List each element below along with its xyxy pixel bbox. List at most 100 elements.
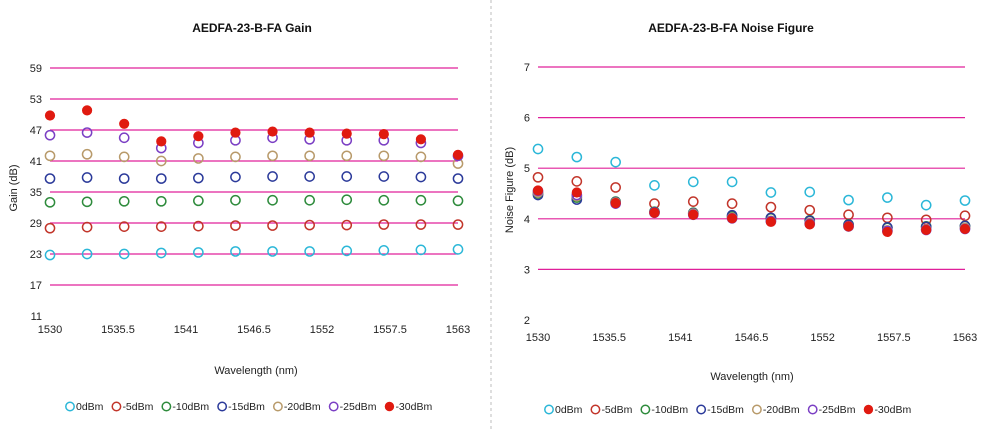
data-point xyxy=(882,212,893,224)
data-point xyxy=(155,173,167,184)
data-point xyxy=(415,171,427,183)
data-point xyxy=(452,195,464,207)
data-point xyxy=(304,150,315,162)
data-point xyxy=(687,196,699,207)
data-point xyxy=(378,171,390,182)
data-point xyxy=(843,194,854,206)
data-point xyxy=(44,110,56,121)
x-tick-label: 1557.5 xyxy=(877,332,911,344)
data-point xyxy=(920,199,932,211)
data-point xyxy=(304,127,315,138)
data-point xyxy=(341,150,353,162)
legend-marker xyxy=(863,404,874,415)
y-tick-label: 5 xyxy=(524,163,530,175)
data-point xyxy=(882,192,893,203)
y-tick-label: 47 xyxy=(30,125,42,137)
data-point xyxy=(804,186,816,198)
y-axis-label: Gain (dB) xyxy=(8,164,20,211)
x-tick-labels: 1530 1535.5 1541 1546.5 1552 1557.5 1563 xyxy=(526,332,977,344)
legend-marker xyxy=(328,401,339,412)
data-point xyxy=(415,194,427,206)
x-tick-label: 1557.5 xyxy=(373,324,407,336)
legend-marker xyxy=(807,404,818,415)
x-tick-label: 1541 xyxy=(174,324,198,336)
legend-marker xyxy=(590,404,601,415)
series-minus-25dbm xyxy=(532,185,971,237)
data-point xyxy=(415,134,427,145)
y-tick-label: 35 xyxy=(30,187,42,199)
x-tick-label: 1563 xyxy=(446,324,470,336)
data-point xyxy=(610,198,621,209)
data-point xyxy=(452,244,464,255)
data-point xyxy=(726,213,738,224)
data-point xyxy=(156,136,167,147)
data-point xyxy=(415,244,427,256)
y-tick-label: 4 xyxy=(524,214,530,226)
data-point xyxy=(193,153,204,164)
data-point xyxy=(81,127,93,138)
data-point xyxy=(193,172,204,184)
legend-label: -10dBm xyxy=(651,404,688,416)
legend: 0dBm -5dBm -10dBm -15dBm -20dBm -25dBm -30dBm xyxy=(544,404,911,416)
data-point xyxy=(44,173,56,184)
data-point xyxy=(155,155,167,167)
y-tick-label: 41 xyxy=(30,156,42,168)
data-point xyxy=(765,187,777,198)
noise-figure-chart-panel: AEDFA-23-B-FA Noise Figure Wavelength (n… xyxy=(504,21,977,416)
data-point xyxy=(532,143,544,155)
series-minus-10dbm xyxy=(44,194,464,208)
data-point xyxy=(230,246,241,257)
data-point xyxy=(341,171,353,182)
chart-title: AEDFA-23-B-FA Gain xyxy=(192,21,312,35)
data-point xyxy=(649,207,660,218)
data-point xyxy=(415,219,427,230)
data-point xyxy=(81,105,93,116)
data-point xyxy=(230,220,241,231)
y-tick-label: 53 xyxy=(30,94,42,106)
series-minus-25dbm xyxy=(44,127,464,162)
data-point xyxy=(452,173,464,184)
gridlines xyxy=(538,66,965,270)
data-point xyxy=(81,172,93,183)
data-point xyxy=(267,194,278,206)
x-tick-label: 1541 xyxy=(668,332,692,344)
x-tick-label: 1546.5 xyxy=(237,324,271,336)
data-point xyxy=(571,151,583,163)
data-point xyxy=(267,171,278,182)
data-point xyxy=(304,171,315,182)
data-point xyxy=(843,209,854,221)
series-0dbm xyxy=(44,244,464,261)
gain-chart-panel: AEDFA-23-B-FA Gain Wavelength (nm) Gain … xyxy=(8,21,470,413)
legend-marker xyxy=(161,401,172,412)
legend-marker xyxy=(640,404,651,415)
x-axis-label: Wavelength (nm) xyxy=(214,365,297,377)
legend-label: -20dBm xyxy=(763,404,800,416)
data-point xyxy=(155,195,167,207)
data-point xyxy=(267,126,278,137)
data-point xyxy=(230,151,241,163)
legend-marker xyxy=(384,401,395,412)
data-point xyxy=(571,176,583,187)
data-point xyxy=(378,129,389,140)
legend-label: -15dBm xyxy=(228,401,265,413)
data-point xyxy=(81,196,93,208)
data-point xyxy=(193,131,204,142)
x-tick-label: 1530 xyxy=(526,332,550,344)
data-point xyxy=(378,150,390,162)
data-point xyxy=(118,151,130,163)
data-point xyxy=(341,245,353,257)
data-point xyxy=(44,129,56,141)
data-point xyxy=(452,219,464,230)
legend-label: 0dBm xyxy=(555,404,583,416)
data-point xyxy=(959,210,971,222)
data-point xyxy=(341,219,353,231)
y-tick-label: 17 xyxy=(30,280,42,292)
gridlines xyxy=(50,67,458,286)
data-point xyxy=(341,128,352,139)
y-tick-label: 23 xyxy=(30,249,42,261)
data-point xyxy=(341,194,353,206)
y-tick-label: 2 xyxy=(524,315,530,327)
data-point xyxy=(804,204,816,216)
y-axis-label: Noise Figure (dB) xyxy=(504,147,516,233)
